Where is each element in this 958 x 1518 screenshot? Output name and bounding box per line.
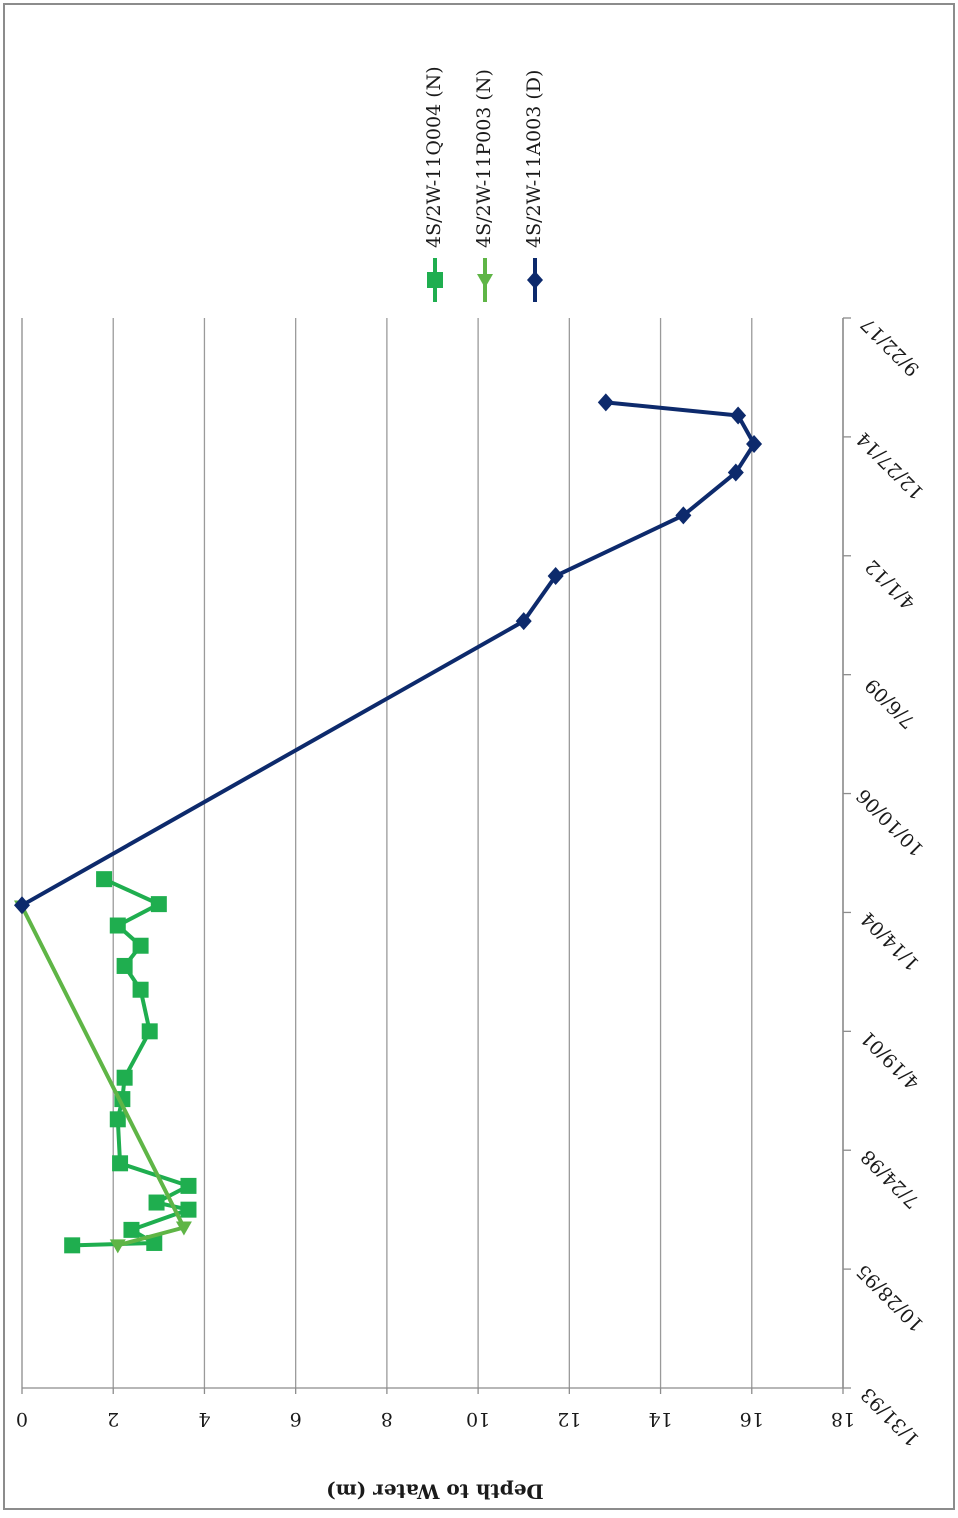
legend-label: 4S/2W-11A003 (D): [523, 70, 545, 248]
data-point: [116, 957, 133, 974]
series-layer: [14, 393, 763, 1254]
data-point: [148, 1194, 165, 1211]
legend: 4S/2W-11Q004 (N) 4S/2W-11P003 (N) 4S/2W-11…: [423, 66, 545, 302]
data-point: [132, 937, 149, 954]
value-tick-label: 6: [290, 1408, 302, 1430]
data-point: [727, 463, 744, 482]
value-tick-label: 14: [648, 1408, 672, 1430]
data-point: [597, 393, 614, 412]
legend-swatch-marker: [527, 271, 543, 289]
data-point: [146, 1234, 163, 1251]
series-1: [64, 871, 197, 1254]
legend-label: 4S/2W-11P003 (N): [473, 69, 495, 248]
data-point: [150, 896, 167, 913]
data-point: [96, 871, 113, 888]
data-point: [515, 612, 532, 631]
value-tick-label: 12: [557, 1408, 581, 1430]
axes: [21, 317, 851, 1394]
data-point: [109, 1111, 126, 1128]
data-point: [730, 406, 747, 425]
legend-label: 4S/2W-11Q004 (N): [423, 66, 445, 248]
data-point: [123, 1221, 140, 1238]
series-3: [14, 393, 763, 915]
data-point: [109, 917, 126, 934]
data-point: [175, 1221, 192, 1236]
value-tick-label: 4: [198, 1408, 210, 1430]
legend-swatch-marker: [477, 274, 493, 288]
chart-border: [3, 3, 955, 1510]
value-tick-label: 0: [16, 1408, 28, 1430]
data-point: [112, 1155, 129, 1172]
data-point: [116, 1069, 133, 1086]
data-point: [547, 566, 564, 585]
value-tick-label: 2: [107, 1408, 119, 1430]
data-point: [180, 1201, 197, 1218]
y-axis-label: Depth to Water (m): [326, 1480, 544, 1504]
legend-entry-2: 4S/2W-11P003 (N): [473, 69, 495, 302]
data-point: [141, 1023, 158, 1040]
legend-entry-1: 4S/2W-11Q004 (N): [423, 66, 445, 302]
value-tick-label: 8: [381, 1408, 393, 1430]
value-tick-label: 16: [740, 1408, 764, 1430]
legend-entry-3: 4S/2W-11A003 (D): [523, 70, 545, 302]
data-point: [64, 1237, 81, 1254]
data-point: [675, 506, 692, 525]
data-point: [14, 896, 30, 915]
data-point: [180, 1177, 197, 1194]
value-tick-label: 10: [466, 1408, 490, 1430]
value-tick-label: 18: [831, 1408, 855, 1430]
data-point: [746, 435, 763, 454]
legend-swatch-marker: [427, 272, 443, 288]
data-point: [109, 1239, 126, 1254]
data-point: [132, 981, 149, 998]
